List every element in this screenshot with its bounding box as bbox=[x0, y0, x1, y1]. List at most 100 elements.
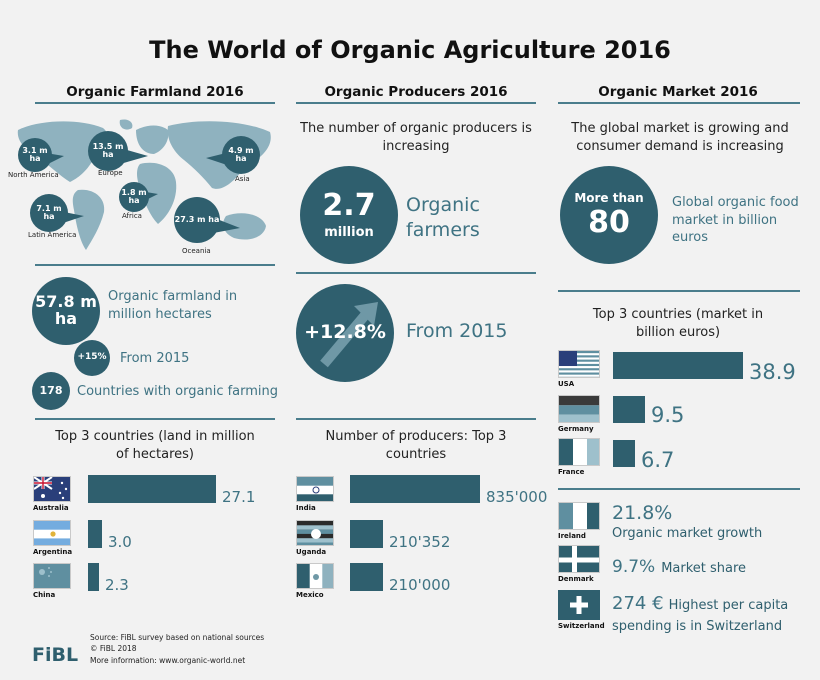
producers-growth-text: From 2015 bbox=[406, 320, 508, 342]
denmark-flag-icon bbox=[558, 545, 600, 573]
india-flag-icon bbox=[296, 476, 334, 502]
producers-top3-title: Number of producers: Top 3 countries bbox=[325, 429, 507, 462]
footer-notes: Source: FiBL survey based on national so… bbox=[90, 632, 264, 666]
fact-value-switzerland: 274 € bbox=[612, 593, 664, 614]
region-label-asia: Asia bbox=[235, 175, 250, 183]
farmland-bar bbox=[88, 475, 216, 503]
fact-row-switzerland: 274 € Highest per capita spending is in … bbox=[612, 592, 812, 636]
producers-country-label-mexico: Mexico bbox=[296, 591, 324, 599]
usa-flag-icon bbox=[558, 350, 600, 378]
market-top3-title: Top 3 countries (market in billion euros… bbox=[592, 307, 764, 340]
fact-row-denmark: 9.7% Market share bbox=[612, 557, 746, 577]
producers-count-bubble: 2.7 million bbox=[300, 166, 398, 264]
producers-bar-value: 210'352 bbox=[389, 533, 451, 551]
producers-bar bbox=[350, 520, 383, 548]
farmland-rule-1 bbox=[35, 264, 275, 266]
market-size-top: More than bbox=[574, 190, 644, 205]
region-label-latin-america: Latin America bbox=[28, 231, 77, 239]
market-bar-value: 9.5 bbox=[651, 403, 685, 427]
market-country-label-germany: Germany bbox=[558, 425, 594, 433]
market-bar bbox=[613, 440, 635, 467]
producers-country-label-india: India bbox=[296, 504, 316, 512]
region-bubble-asia: 4.9 m ha bbox=[222, 136, 260, 174]
footer-copyright: © FiBL 2018 bbox=[90, 644, 137, 654]
uganda-flag-icon bbox=[296, 520, 334, 546]
producers-growth-value: +12.8% bbox=[304, 321, 386, 344]
market-column-title: Organic Market 2016 bbox=[598, 84, 758, 100]
producers-count-unit: million bbox=[324, 224, 374, 240]
market-rule-1 bbox=[558, 290, 800, 292]
growth-arrow-icon bbox=[320, 302, 378, 368]
farmland-column-title: Organic Farmland 2016 bbox=[66, 84, 244, 100]
fact-text-denmark: Market share bbox=[661, 561, 747, 576]
farmland-bar-value: 2.3 bbox=[105, 576, 129, 594]
farmland-rule-2 bbox=[35, 418, 275, 420]
market-bar bbox=[613, 352, 743, 379]
switzerland-flag-icon bbox=[558, 590, 600, 620]
region-bubble-europe: 13.5 m ha bbox=[88, 131, 128, 171]
germany-flag-icon bbox=[558, 395, 600, 423]
producers-bar bbox=[350, 563, 383, 591]
producers-bar bbox=[350, 475, 480, 503]
producers-count-text: Organic farmers bbox=[406, 194, 480, 241]
australia-flag-icon bbox=[33, 476, 71, 502]
producers-bar-value: 210'000 bbox=[389, 576, 451, 594]
market-size-value: 80 bbox=[588, 204, 630, 240]
farmland-countries-text: Countries with organic farming bbox=[77, 384, 279, 399]
argentina-flag-icon bbox=[33, 520, 71, 546]
fact-value-denmark: 9.7% bbox=[612, 557, 656, 577]
footer-source: Source: FiBL survey based on national so… bbox=[90, 633, 265, 642]
china-flag-icon bbox=[33, 563, 71, 589]
market-headline: The global market is growing and consume… bbox=[571, 121, 789, 154]
region-label-europe: Europe bbox=[98, 169, 123, 177]
fact-text-ireland: Organic market growth bbox=[612, 526, 763, 541]
region-bubble-africa: 1.8 m ha bbox=[119, 182, 149, 212]
farmland-top3-title: Top 3 countries (land in million of hect… bbox=[55, 429, 255, 462]
farmland-bar-value: 27.1 bbox=[222, 488, 256, 506]
farmland-growth-bubble: +15% bbox=[74, 340, 110, 376]
fact-text-switzerland: Highest per capita spending is in Switze… bbox=[612, 598, 789, 635]
fact-country-label-denmark: Denmark bbox=[558, 575, 594, 583]
region-label-north-america: North America bbox=[8, 171, 59, 179]
market-bar-value: 6.7 bbox=[641, 448, 675, 472]
market-size-bubble: More than 80 bbox=[560, 166, 658, 264]
market-country-label-usa: USA bbox=[558, 380, 575, 388]
fibl-logo: FiBL bbox=[32, 644, 79, 666]
fact-country-label-ireland: Ireland bbox=[558, 532, 586, 540]
producers-header-rule bbox=[296, 102, 536, 104]
region-label-africa: Africa bbox=[122, 212, 142, 220]
footer-more-info: More information: www.organic-world.net bbox=[90, 655, 246, 665]
fact-country-label-switzerland: Switzerland bbox=[558, 622, 605, 630]
region-bubble-north-america: 3.1 m ha bbox=[18, 138, 52, 172]
farmland-header-rule bbox=[35, 102, 275, 104]
producers-rule-1 bbox=[296, 272, 536, 274]
farmland-total-bubble: 57.8 m ha bbox=[32, 277, 100, 345]
producers-headline: The number of organic producers is incre… bbox=[300, 121, 532, 154]
market-bar bbox=[613, 396, 645, 423]
mexico-flag-icon bbox=[296, 563, 334, 589]
farmland-country-label-australia: Australia bbox=[33, 504, 69, 512]
producers-bar-value: 835'000 bbox=[486, 488, 548, 506]
market-bar-value: 38.9 bbox=[749, 360, 796, 384]
farmland-total-text: Organic farmland in million hectares bbox=[108, 289, 238, 322]
farmland-bar bbox=[88, 520, 102, 548]
market-country-label-france: France bbox=[558, 468, 585, 476]
farmland-bar bbox=[88, 563, 99, 591]
farmland-country-label-china: China bbox=[33, 591, 56, 599]
fact-value-ireland: 21.8% bbox=[612, 502, 673, 524]
region-bubble-latin-america: 7.1 m ha bbox=[30, 194, 68, 232]
producers-country-label-uganda: Uganda bbox=[296, 548, 327, 556]
market-rule-2 bbox=[558, 488, 800, 490]
region-label-oceania: Oceania bbox=[182, 247, 211, 255]
farmland-growth-text: From 2015 bbox=[120, 351, 190, 366]
producers-column-title: Organic Producers 2016 bbox=[324, 84, 508, 100]
region-bubble-oceania: 27.3 m ha bbox=[174, 197, 220, 243]
ireland-flag-icon bbox=[558, 502, 600, 530]
france-flag-icon bbox=[558, 438, 600, 466]
producers-count-value: 2.7 bbox=[322, 188, 376, 224]
farmland-countries-bubble: 178 bbox=[32, 372, 70, 410]
farmland-country-label-argentina: Argentina bbox=[33, 548, 73, 556]
page-title: The World of Organic Agriculture 2016 bbox=[149, 36, 671, 64]
market-header-rule bbox=[558, 102, 800, 104]
market-size-text: Global organic food market in billion eu… bbox=[672, 195, 799, 246]
